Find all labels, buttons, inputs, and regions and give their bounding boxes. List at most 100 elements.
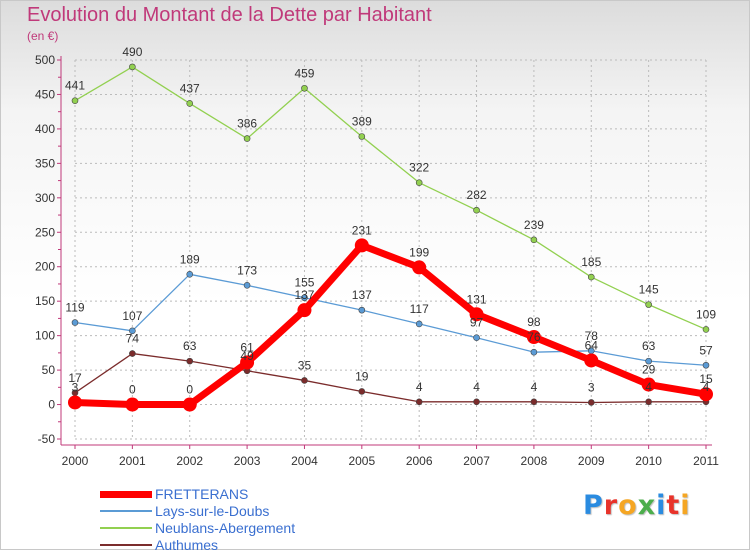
- data-label: 4: [531, 380, 538, 394]
- data-point: [358, 133, 366, 140]
- data-point: [71, 97, 79, 104]
- data-label: 386: [237, 117, 257, 131]
- data-point: [354, 238, 369, 253]
- x-tick-label: 2011: [693, 454, 719, 468]
- data-point: [129, 63, 136, 71]
- data-label: 189: [180, 252, 200, 266]
- data-label: 389: [352, 114, 372, 128]
- data-label: 0: [186, 383, 193, 397]
- data-label: 131: [467, 292, 487, 306]
- data-point: [702, 326, 710, 333]
- data-label: 49: [240, 349, 254, 363]
- data-label: 137: [352, 288, 372, 302]
- data-label: 185: [581, 255, 601, 269]
- y-tick-label: 50: [42, 363, 56, 377]
- data-point: [699, 387, 713, 402]
- series-line-neublans-abergement: [74, 66, 707, 331]
- data-point: [645, 357, 652, 365]
- data-label: 4: [645, 380, 652, 394]
- data-label: 109: [696, 307, 716, 321]
- data-point: [182, 397, 197, 412]
- data-label: 4: [703, 380, 710, 394]
- y-tick-label: -50: [38, 432, 56, 446]
- data-label: 61: [240, 341, 254, 355]
- data-label: 137: [294, 288, 314, 302]
- data-point: [301, 84, 308, 92]
- data-point: [584, 353, 599, 368]
- data-label: 117: [410, 302, 429, 316]
- data-point: [415, 398, 423, 406]
- data-label: 282: [467, 188, 487, 202]
- data-point: [412, 260, 427, 275]
- data-point: [358, 306, 366, 314]
- data-label: 107: [122, 309, 142, 323]
- data-label: 173: [237, 263, 257, 277]
- y-tick-label: 400: [35, 122, 55, 136]
- data-label: 4: [416, 380, 423, 394]
- chart-subtitle: (en €): [27, 29, 59, 43]
- data-point: [186, 271, 194, 278]
- data-label: 97: [470, 316, 484, 330]
- legend-label: Neublans-Abergement: [155, 520, 296, 536]
- data-label: 76: [527, 330, 541, 344]
- y-tick-label: 300: [35, 191, 55, 205]
- legend-label: Authumes: [155, 537, 219, 553]
- series-line-lays-sur-le-doubs: [74, 273, 707, 366]
- data-label: 4: [473, 380, 480, 394]
- data-point: [587, 399, 595, 406]
- legend-swatch: [100, 510, 152, 512]
- y-tick-label: 100: [35, 329, 55, 343]
- data-point: [415, 320, 423, 328]
- data-label: 3: [588, 380, 595, 394]
- data-label: 145: [639, 283, 659, 297]
- legend-swatch: [100, 490, 152, 498]
- data-point: [243, 135, 251, 142]
- y-tick-label: 500: [35, 53, 55, 67]
- x-tick-label: 2004: [291, 454, 318, 468]
- data-point: [71, 319, 79, 326]
- data-point: [240, 355, 255, 370]
- x-tick-label: 2007: [463, 454, 490, 468]
- x-tick-label: 2008: [521, 454, 548, 468]
- data-point: [530, 398, 538, 406]
- data-label: 322: [409, 161, 429, 175]
- data-label: 17: [68, 371, 82, 385]
- data-label: 437: [180, 81, 200, 95]
- data-point: [645, 398, 652, 406]
- x-tick-label: 2001: [119, 454, 146, 468]
- data-label: 29: [642, 363, 656, 377]
- data-label: 459: [294, 66, 314, 80]
- data-label: 57: [699, 343, 713, 357]
- data-point: [702, 361, 710, 369]
- data-point: [301, 377, 308, 384]
- data-label: 64: [585, 338, 599, 352]
- y-tick-label: 250: [35, 225, 55, 239]
- series-line-fretterans: [71, 241, 710, 409]
- x-tick-label: 2005: [348, 454, 375, 468]
- data-label: 74: [126, 332, 140, 346]
- legend-swatch: [100, 527, 152, 529]
- data-point: [297, 303, 312, 318]
- data-point: [415, 179, 423, 186]
- data-label: 199: [409, 245, 429, 259]
- x-tick-label: 2009: [578, 454, 605, 468]
- data-point: [473, 206, 480, 214]
- data-label: 35: [298, 358, 312, 372]
- data-label: 155: [294, 276, 314, 290]
- data-point: [645, 301, 652, 308]
- series-line-authumes: [74, 352, 707, 404]
- legend-label: Lays-sur-le-Doubs: [155, 503, 270, 519]
- x-tick-label: 2010: [635, 454, 662, 468]
- data-label: 78: [585, 329, 599, 343]
- data-label: 63: [183, 339, 197, 353]
- chart-title: Evolution du Montant de la Dette par Hab…: [27, 4, 432, 26]
- data-point: [68, 395, 82, 410]
- data-label: 119: [65, 301, 84, 315]
- x-tick-label: 2006: [406, 454, 433, 468]
- data-point: [526, 330, 541, 345]
- data-point: [125, 397, 140, 412]
- data-label: 0: [129, 383, 136, 397]
- data-point: [186, 357, 194, 365]
